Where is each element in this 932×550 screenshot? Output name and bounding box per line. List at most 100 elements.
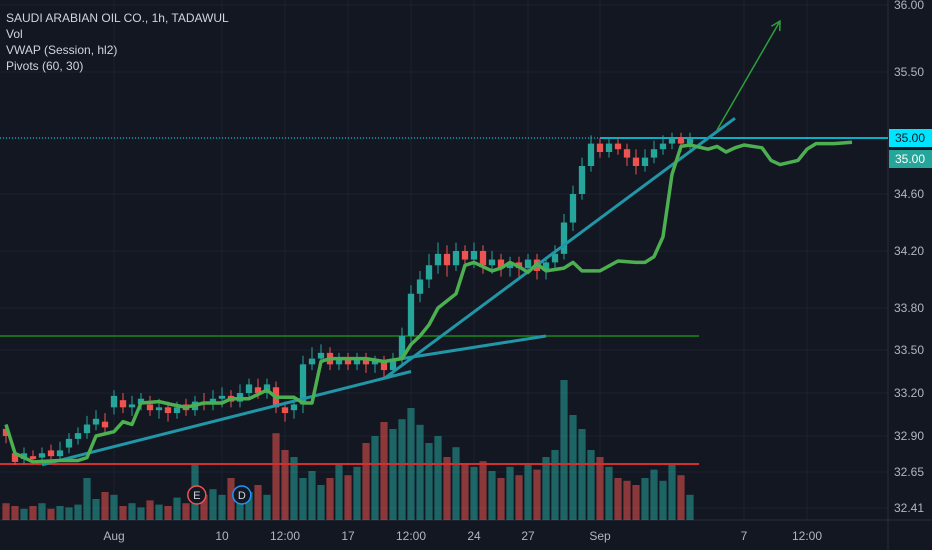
candle-body bbox=[686, 138, 694, 144]
price-tick-label: 35.50 bbox=[894, 65, 924, 79]
volume-bar bbox=[281, 450, 289, 520]
volume-bar bbox=[641, 478, 649, 520]
volume-bar bbox=[137, 507, 145, 520]
volume-bar bbox=[317, 485, 325, 520]
volume-bar bbox=[614, 478, 622, 520]
volume-bar bbox=[677, 475, 685, 520]
volume-bar bbox=[344, 475, 352, 520]
volume-bar bbox=[227, 478, 235, 520]
resistance-price-box bbox=[889, 129, 932, 147]
price-tick-label: 32.90 bbox=[894, 429, 924, 443]
candle-body bbox=[650, 149, 658, 158]
chart-legend: SAUDI ARABIAN OIL CO., 1h, TADAWUL Vol V… bbox=[6, 10, 229, 74]
candle-body bbox=[641, 157, 649, 166]
candle-body bbox=[218, 395, 226, 399]
volume-bar bbox=[155, 504, 163, 520]
candle-body bbox=[146, 404, 154, 411]
candle-body bbox=[524, 259, 532, 269]
volume-bar bbox=[236, 499, 244, 520]
volume-bar bbox=[461, 464, 469, 520]
candle-body bbox=[461, 251, 469, 260]
event-marker-d bbox=[232, 485, 252, 505]
candle-body bbox=[479, 251, 487, 266]
volume-bar bbox=[659, 480, 667, 520]
volume-bar bbox=[299, 478, 307, 520]
candle-body bbox=[281, 407, 289, 414]
candle-body bbox=[155, 407, 163, 411]
candle-body bbox=[65, 438, 73, 448]
volume-bar bbox=[443, 457, 451, 520]
time-tick-label: 27 bbox=[521, 529, 535, 543]
candle-body bbox=[677, 138, 685, 144]
candle-body bbox=[128, 404, 136, 408]
volume-bar bbox=[587, 450, 595, 520]
time-tick-label: 10 bbox=[215, 529, 229, 543]
trendline bbox=[41, 370, 412, 467]
candle-body bbox=[335, 358, 343, 365]
volume-bar bbox=[488, 471, 496, 520]
volume-bar bbox=[434, 436, 442, 520]
candle-body bbox=[308, 358, 316, 365]
price-tick-label: 32.41 bbox=[894, 501, 924, 515]
candle-body bbox=[74, 433, 82, 439]
time-tick-label: 7 bbox=[741, 529, 748, 543]
volume-bar bbox=[290, 457, 298, 520]
time-tick-label: 12:00 bbox=[396, 529, 426, 543]
candle-body bbox=[398, 336, 406, 359]
candle-body bbox=[434, 253, 442, 266]
price-tick-label: 33.50 bbox=[894, 343, 924, 357]
volume-bar bbox=[2, 503, 10, 520]
volume-bar bbox=[506, 466, 514, 520]
volume-bar bbox=[371, 436, 379, 520]
candle-body bbox=[380, 361, 388, 371]
legend-volume[interactable]: Vol bbox=[6, 27, 23, 41]
volume-bar bbox=[542, 457, 550, 520]
volume-bar bbox=[668, 464, 676, 520]
legend-vwap[interactable]: VWAP (Session, hl2) bbox=[6, 43, 118, 57]
volume-bar bbox=[101, 492, 109, 520]
volume-bar bbox=[272, 433, 280, 520]
candle-body bbox=[2, 428, 10, 436]
last-price-box bbox=[889, 150, 932, 168]
volume-bar bbox=[146, 500, 154, 520]
candle-body bbox=[407, 293, 415, 336]
volume-bar bbox=[263, 494, 271, 520]
trendline bbox=[383, 116, 736, 380]
price-tick-label: 34.20 bbox=[894, 244, 924, 258]
volume-bar bbox=[308, 471, 316, 520]
volume-bar bbox=[551, 450, 559, 520]
time-tick-label: Sep bbox=[589, 529, 611, 543]
candle-body bbox=[659, 143, 667, 150]
candle-body bbox=[92, 418, 100, 425]
candle-body bbox=[344, 358, 352, 365]
volume-bar bbox=[470, 466, 478, 520]
candle-body bbox=[11, 453, 19, 462]
volume-bar bbox=[119, 506, 127, 520]
legend-symbol[interactable]: SAUDI ARABIAN OIL CO., 1h, TADAWUL bbox=[6, 11, 229, 25]
projection-arrowhead bbox=[771, 19, 781, 32]
trendline bbox=[401, 334, 547, 361]
candle-body bbox=[317, 352, 325, 359]
volume-bar bbox=[83, 478, 91, 520]
volume-bar bbox=[110, 494, 118, 520]
volume-bar bbox=[596, 457, 604, 520]
candle-body bbox=[245, 384, 253, 393]
volume-bar bbox=[479, 461, 487, 520]
candle-body bbox=[299, 364, 307, 405]
volume-bar bbox=[47, 508, 55, 520]
candle-body bbox=[164, 407, 172, 414]
candle-body bbox=[290, 404, 298, 411]
volume-bar bbox=[632, 485, 640, 520]
volume-bar bbox=[623, 480, 631, 520]
candle-body bbox=[173, 407, 181, 414]
price-tick-label: 33.20 bbox=[894, 386, 924, 400]
vwap-line bbox=[4, 140, 853, 464]
candle-body bbox=[470, 251, 478, 260]
candle-body bbox=[362, 358, 370, 365]
legend-pivots[interactable]: Pivots (60, 30) bbox=[6, 59, 84, 73]
candle-body bbox=[29, 456, 37, 460]
volume-bar bbox=[56, 506, 64, 520]
candle-body bbox=[353, 358, 361, 365]
volume-bar bbox=[326, 478, 334, 520]
